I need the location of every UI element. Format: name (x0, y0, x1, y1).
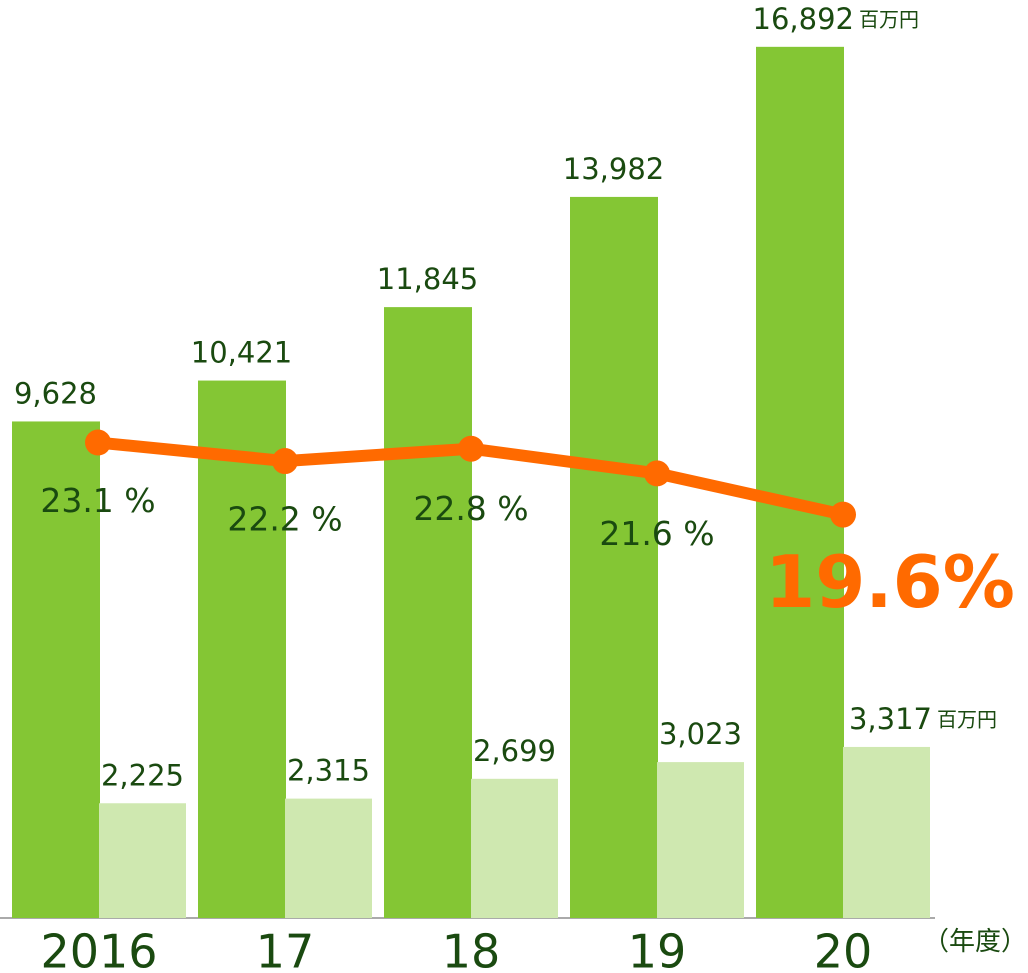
x-axis-label: （年度） (923, 927, 1027, 957)
value-label: 11,845 (377, 262, 478, 296)
line-point (85, 429, 111, 456)
line-point (272, 448, 298, 475)
bar (570, 196, 658, 919)
x-tick-label: 17 (256, 925, 315, 973)
value-label: 10,421 (191, 336, 292, 370)
value-label: 22.2 % (227, 500, 342, 539)
x-tick-label: 18 (442, 925, 501, 973)
value-label: 9,628 (14, 376, 97, 410)
x-tick-label: 20 (814, 925, 873, 973)
bar (384, 307, 472, 918)
bar (657, 762, 744, 918)
value-label: 22.8 % (413, 489, 528, 528)
x-tick-label: 2016 (40, 925, 157, 973)
value-label-highlight: 19.6% (765, 540, 1015, 624)
bar (99, 803, 186, 918)
bar (843, 746, 930, 918)
line-point (830, 501, 856, 528)
bar (285, 798, 372, 918)
bar (756, 46, 844, 919)
value-label: 16,892 (753, 2, 854, 36)
value-label: 2,225 (101, 758, 184, 792)
bar (12, 421, 100, 918)
value-label: 2,699 (473, 734, 556, 768)
value-label: 2,315 (287, 754, 370, 788)
value-label: 3,317 (849, 702, 932, 736)
value-label: 13,982 (563, 152, 664, 186)
unit-label: 百万円 (859, 7, 919, 31)
bar (198, 380, 286, 919)
line-point (644, 460, 670, 487)
unit-label: 百万円 (937, 707, 997, 731)
value-label: 21.6 % (599, 514, 714, 553)
line-point (458, 435, 484, 462)
x-tick-label: 19 (628, 925, 687, 973)
value-label: 3,023 (659, 717, 742, 751)
bar (471, 778, 558, 918)
value-label: 23.1 % (40, 481, 155, 520)
